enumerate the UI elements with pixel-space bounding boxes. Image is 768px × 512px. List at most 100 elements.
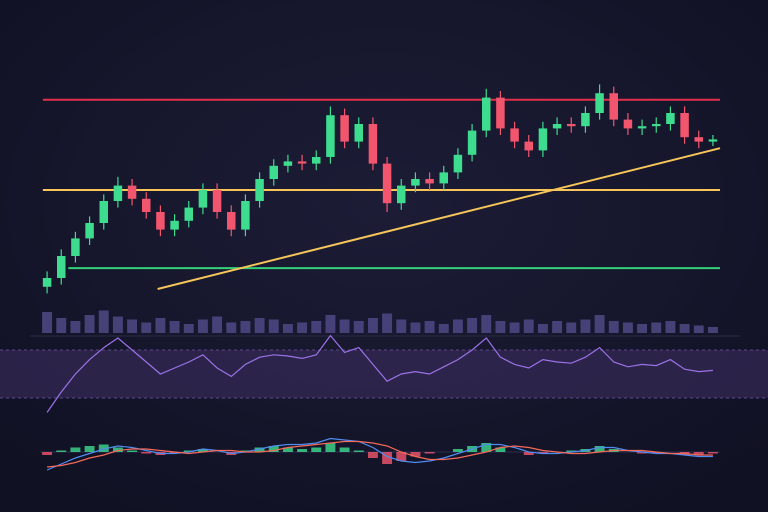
volume-bar: [580, 319, 591, 333]
volume-bar: [240, 321, 251, 333]
volume-bar: [84, 315, 95, 333]
candle-body: [496, 97, 505, 129]
macd-histogram-bar: [339, 447, 350, 452]
volume-bar: [254, 318, 265, 333]
macd-histogram-bar: [452, 449, 463, 452]
candle-body: [439, 172, 448, 184]
macd-histogram-bar: [707, 452, 718, 454]
candle-body: [99, 201, 108, 223]
volume-bar: [367, 318, 378, 333]
volume-bar: [112, 316, 123, 333]
candle-body: [57, 256, 66, 278]
volume-bar: [495, 321, 506, 333]
volume-bar: [339, 319, 350, 333]
volume-bar: [155, 318, 166, 333]
macd-histogram-bar: [56, 450, 67, 452]
candle-body: [283, 161, 293, 166]
volume-bar: [566, 322, 577, 333]
macd-histogram-bar: [183, 450, 194, 452]
candle-body: [538, 128, 548, 151]
candle-body: [467, 130, 477, 155]
candle-body: [255, 179, 264, 201]
volume-bar: [622, 322, 633, 333]
volume-bar: [212, 316, 223, 333]
volume-bar: [481, 315, 492, 333]
candle-body: [482, 97, 491, 131]
macd-histogram-bar: [282, 447, 293, 452]
macd-histogram-bar: [127, 450, 138, 452]
candle-body: [453, 154, 463, 173]
candle-body: [368, 124, 378, 164]
candle-body: [269, 165, 278, 179]
candle-body: [680, 113, 689, 138]
volume-bar: [651, 322, 662, 333]
candle-body: [609, 93, 618, 120]
macd-histogram-bar: [637, 452, 648, 454]
rsi-band: [0, 350, 768, 398]
volume-bar: [197, 319, 208, 333]
macd-histogram-bar: [424, 452, 435, 454]
candle-body: [297, 161, 307, 164]
candle-body: [708, 139, 718, 142]
candle-body: [354, 124, 363, 142]
candle-body: [623, 119, 633, 129]
candle-body: [227, 212, 236, 230]
candle-body: [666, 113, 675, 124]
macd-histogram-bar: [240, 450, 251, 452]
macd-line: [46, 437, 713, 471]
volume-bar: [70, 321, 81, 333]
macd-histogram-bar: [84, 446, 95, 452]
volume-bar: [226, 322, 237, 333]
candle-body: [552, 124, 562, 129]
candle-body: [340, 115, 349, 142]
volume-bar: [438, 324, 449, 333]
rsi-line: [46, 334, 713, 413]
macd-histogram-bar: [353, 450, 364, 452]
volume-bar: [382, 313, 393, 333]
macd-histogram-bar: [70, 447, 81, 452]
candle-body: [326, 115, 335, 157]
macd-histogram-bar: [169, 452, 180, 454]
volume-bar: [537, 324, 548, 333]
volume-bar: [552, 321, 563, 333]
volume-bar: [509, 322, 520, 333]
volume-bar: [637, 324, 648, 333]
macd-histogram-bar: [98, 444, 109, 452]
macd-line: [47, 440, 713, 468]
volume-bar: [56, 318, 67, 333]
macd-histogram-bar: [141, 452, 152, 454]
volume-bar: [268, 319, 279, 333]
candle-body: [312, 157, 321, 164]
macd-histogram-bar: [495, 447, 506, 452]
candle-body: [71, 238, 80, 256]
candle-body: [637, 126, 647, 129]
candle-body: [212, 190, 222, 212]
volume-bar: [311, 321, 322, 333]
volume-bar: [594, 315, 605, 333]
volume-bar: [127, 319, 138, 333]
candle-body: [425, 179, 434, 184]
volume-bar: [169, 321, 180, 333]
volume-bar: [693, 325, 704, 333]
macd-histogram-bar: [197, 449, 208, 452]
volume-bar: [424, 321, 435, 333]
volume-bar: [353, 321, 364, 333]
macd-histogram-bar: [325, 443, 336, 452]
macd-histogram-bar: [566, 450, 577, 452]
macd-histogram-bar: [268, 446, 279, 452]
candle-body: [510, 128, 519, 142]
macd-histogram-bar: [594, 446, 605, 452]
candle-body: [652, 124, 661, 127]
candle-body: [142, 198, 151, 212]
macd-histogram-bar: [693, 452, 704, 455]
volume-bar: [183, 324, 194, 333]
macd-histogram-bar: [311, 447, 322, 452]
macd-histogram-bar: [297, 449, 308, 452]
volume-bar: [42, 312, 53, 333]
volume-bar: [523, 319, 534, 333]
volume-bar: [297, 322, 308, 333]
volume-bar: [679, 324, 690, 333]
macd-histogram-bar: [112, 447, 123, 452]
